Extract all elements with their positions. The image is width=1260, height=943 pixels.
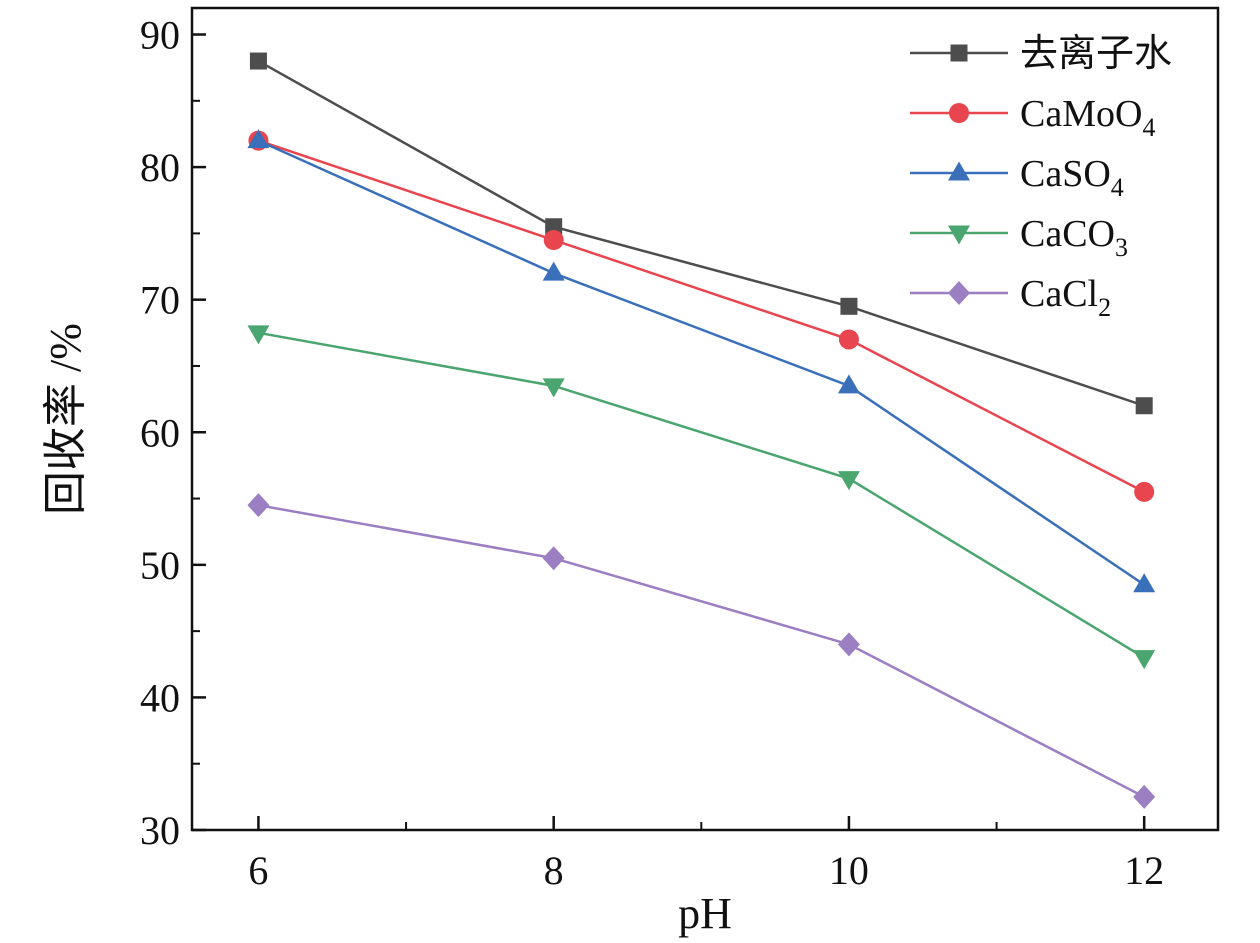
- data-point: [542, 378, 565, 398]
- series-4: [247, 325, 1156, 670]
- y-tick-label: 90: [140, 13, 180, 58]
- legend-label-main: CaMoO: [1020, 93, 1142, 135]
- data-point: [543, 230, 564, 251]
- data-point: [837, 632, 860, 657]
- legend-label: CaSO4: [1020, 153, 1124, 202]
- series-line: [258, 503, 1145, 798]
- data-point: [247, 129, 270, 149]
- y-tick-label: 70: [140, 278, 180, 323]
- series-line: [258, 139, 1145, 494]
- data-point: [837, 471, 860, 491]
- data-point: [249, 52, 267, 70]
- series-1: [249, 52, 1153, 415]
- data-point: [247, 325, 270, 345]
- data-point: [542, 261, 565, 281]
- legend-entry: CaMoO4: [910, 93, 1155, 142]
- legend-label: 去离子水: [1020, 33, 1172, 75]
- series-2: [248, 130, 1155, 502]
- series-line: [257, 59, 1145, 407]
- legend-marker: [948, 161, 970, 181]
- legend-label: CaMoO4: [1020, 93, 1155, 142]
- legend-marker: [949, 103, 969, 123]
- legend-label-main: CaCl: [1020, 273, 1098, 315]
- legend-entry: 去离子水: [910, 33, 1172, 75]
- x-axis-title: pH: [678, 889, 732, 938]
- legend-marker: [948, 281, 970, 305]
- legend-label-subscript: 3: [1115, 233, 1128, 262]
- x-tick-label: 10: [829, 848, 869, 893]
- legend-entry: CaCO3: [910, 213, 1128, 262]
- data-point: [247, 493, 270, 518]
- data-point: [1133, 650, 1156, 670]
- legend-label-main: 去离子水: [1020, 33, 1172, 75]
- series-layer: [247, 52, 1156, 809]
- legend-label-main: CaCO: [1020, 213, 1115, 255]
- data-point: [837, 374, 860, 394]
- axes: 6 8 10 12 30 40 50 60 70 80 90: [140, 6, 1220, 893]
- plot-frame: [190, 6, 1220, 832]
- y-tick-label: 80: [140, 145, 180, 190]
- series-3: [247, 129, 1156, 593]
- legend-label-main: CaSO: [1020, 153, 1111, 195]
- y-tick-label: 50: [140, 543, 180, 588]
- data-point: [1133, 573, 1156, 593]
- x-tick-label: 12: [1124, 848, 1164, 893]
- legend-label-subscript: 4: [1111, 173, 1124, 202]
- legend-label-subscript: 2: [1098, 293, 1111, 322]
- data-point: [838, 329, 859, 350]
- data-point: [1135, 397, 1153, 415]
- legend-marker: [948, 225, 970, 245]
- y-tick-label: 60: [140, 410, 180, 455]
- data-point: [1133, 784, 1156, 809]
- legend-label: CaCl2: [1020, 273, 1111, 322]
- data-point: [1134, 481, 1155, 502]
- data-point: [542, 546, 565, 571]
- y-tick-label: 30: [140, 808, 180, 853]
- series-line: [258, 331, 1145, 659]
- x-tick-label: 6: [248, 848, 268, 893]
- y-tick-label: 40: [140, 675, 180, 720]
- legend-label: CaCO3: [1020, 213, 1128, 262]
- data-point: [840, 297, 858, 315]
- series-5: [247, 493, 1156, 809]
- legend-marker: [950, 44, 968, 62]
- x-tick-label: 8: [544, 848, 564, 893]
- legend-entry: CaSO4: [910, 153, 1124, 202]
- legend-entry: CaCl2: [910, 273, 1111, 322]
- y-axis-title: 回收率 /%: [41, 323, 90, 515]
- legend-label-subscript: 4: [1142, 113, 1155, 142]
- series-line: [257, 139, 1145, 586]
